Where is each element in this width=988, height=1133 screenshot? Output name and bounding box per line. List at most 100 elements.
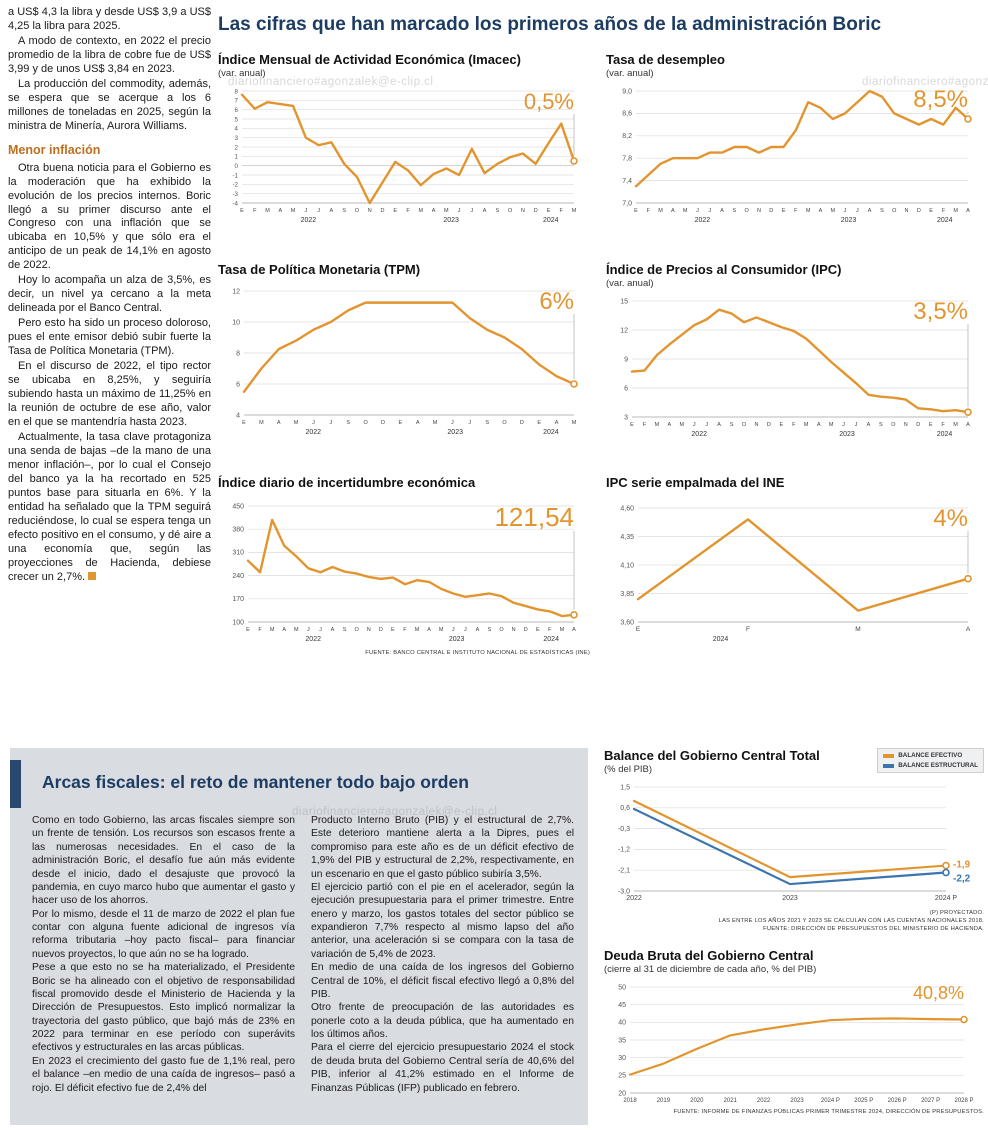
svg-text:A: A bbox=[817, 422, 821, 428]
svg-text:O: O bbox=[363, 420, 368, 426]
chart-subtitle: (var. anual) bbox=[218, 68, 266, 79]
svg-text:9,0: 9,0 bbox=[622, 88, 632, 95]
svg-text:20: 20 bbox=[618, 1090, 626, 1097]
svg-text:S: S bbox=[485, 420, 489, 426]
chart-tpm: Tasa de Política Monetaria (TPM) 12 10 8 6 4… bbox=[218, 262, 590, 441]
svg-text:E: E bbox=[246, 627, 250, 633]
chart-subtitle: (var. anual) bbox=[606, 68, 654, 79]
svg-text:M: M bbox=[560, 627, 565, 633]
svg-text:2021: 2021 bbox=[724, 1098, 738, 1104]
svg-text:D: D bbox=[916, 422, 920, 428]
svg-text:2020: 2020 bbox=[690, 1098, 704, 1104]
svg-text:1,5: 1,5 bbox=[620, 784, 630, 791]
svg-text:S: S bbox=[343, 627, 347, 633]
article-paragraph: Actualmente, la tasa clave protagoniza u… bbox=[8, 431, 211, 585]
chart-title: Índice Mensual de Actividad Económica (I… bbox=[218, 52, 521, 67]
svg-text:F: F bbox=[258, 627, 262, 633]
svg-text:F: F bbox=[746, 626, 750, 633]
chart-title: Tasa de desempleo bbox=[606, 52, 725, 67]
svg-text:2022: 2022 bbox=[695, 217, 711, 224]
svg-text:35: 35 bbox=[618, 1037, 626, 1044]
svg-text:A: A bbox=[667, 422, 671, 428]
svg-text:N: N bbox=[905, 208, 909, 214]
svg-text:2028 P: 2028 P bbox=[954, 1098, 973, 1104]
svg-text:D: D bbox=[769, 208, 773, 214]
svg-text:M: M bbox=[806, 208, 811, 214]
svg-text:2024: 2024 bbox=[543, 636, 559, 643]
svg-text:E: E bbox=[537, 420, 541, 426]
svg-text:M: M bbox=[418, 208, 423, 214]
svg-text:O: O bbox=[892, 208, 897, 214]
svg-text:2026 P: 2026 P bbox=[888, 1098, 907, 1104]
svg-text:4,10: 4,10 bbox=[620, 562, 634, 569]
svg-text:O: O bbox=[499, 627, 504, 633]
svg-text:A: A bbox=[476, 627, 480, 633]
svg-text:D: D bbox=[379, 627, 383, 633]
chart-title: IPC serie empalmada del INE bbox=[606, 475, 785, 490]
article-end-mark bbox=[88, 571, 97, 580]
svg-text:3,85: 3,85 bbox=[620, 591, 634, 598]
svg-text:J: J bbox=[304, 208, 307, 214]
svg-text:A: A bbox=[432, 208, 436, 214]
svg-text:7,0: 7,0 bbox=[622, 200, 632, 207]
chart-incertidumbre: Índice diario de incertidumbre económica… bbox=[218, 475, 590, 656]
svg-text:M: M bbox=[259, 420, 264, 426]
source-note: FUENTE: BANCO CENTRAL E INSTITUTO NACION… bbox=[365, 650, 590, 656]
svg-text:-1,9: -1,9 bbox=[953, 860, 971, 871]
chart-subtitle: (var. anual) bbox=[606, 278, 654, 289]
svg-text:A: A bbox=[720, 208, 724, 214]
svg-text:M: M bbox=[572, 208, 577, 214]
fiscal-paragraph: Producto Interno Bruto (PIB) y el estruc… bbox=[311, 815, 574, 880]
svg-text:2024: 2024 bbox=[713, 636, 729, 643]
fiscal-paragraph: Pese a que esto no se ha materializado, … bbox=[32, 962, 295, 1054]
svg-text:A: A bbox=[278, 208, 282, 214]
article-paragraph: Hoy lo acompaña un alza de 3,5%, es deci… bbox=[8, 274, 211, 315]
svg-text:N: N bbox=[754, 422, 758, 428]
article-paragraph: Otra buena noticia para el Gobierno es l… bbox=[8, 161, 211, 272]
svg-text:A: A bbox=[483, 208, 487, 214]
svg-text:O: O bbox=[742, 422, 747, 428]
section-heading-inflacion: Menor inflación bbox=[8, 142, 101, 157]
svg-text:3: 3 bbox=[235, 135, 239, 142]
svg-text:S: S bbox=[733, 208, 737, 214]
svg-text:M: M bbox=[830, 208, 835, 214]
desempleo-line-chart: 9,0 8,6 8,2 7,8 7,4 7,0 E F M A M J J A S O N D E F M A M J J A S O… bbox=[606, 81, 984, 229]
article-paragraph-text: Actualmente, la tasa clave protagoniza u… bbox=[8, 431, 211, 583]
svg-text:J: J bbox=[844, 208, 847, 214]
balance-line-chart: 1,5 0,6 -0,3 -1,2 -2,1 -3,0 2022 2023 2024 P -1,9… bbox=[604, 777, 984, 907]
svg-text:O: O bbox=[355, 627, 360, 633]
svg-text:2023: 2023 bbox=[841, 217, 857, 224]
svg-text:4: 4 bbox=[235, 126, 239, 133]
svg-text:240: 240 bbox=[232, 573, 244, 580]
ipc-empalmada-line-chart: 4,60 4,35 4,10 3,85 3,60 E F M A 2024 4% bbox=[606, 498, 984, 648]
svg-text:A: A bbox=[966, 626, 971, 633]
chart-ipc-empalmada: IPC serie empalmada del INE 4,60 4,35 4,10… bbox=[606, 475, 984, 648]
svg-text:F: F bbox=[560, 208, 564, 214]
svg-text:F: F bbox=[643, 422, 647, 428]
fiscal-paragraph: Otro frente de preocupación de las autor… bbox=[311, 1002, 574, 1040]
svg-text:2024: 2024 bbox=[543, 217, 559, 224]
svg-text:S: S bbox=[346, 420, 350, 426]
svg-text:2019: 2019 bbox=[657, 1098, 671, 1104]
svg-text:A: A bbox=[671, 208, 675, 214]
fiscal-column-2: Producto Interno Bruto (PIB) y el estruc… bbox=[311, 814, 574, 1095]
svg-text:J: J bbox=[452, 627, 455, 633]
svg-text:2022: 2022 bbox=[626, 895, 642, 902]
svg-text:2023: 2023 bbox=[443, 217, 459, 224]
svg-text:J: J bbox=[705, 422, 708, 428]
svg-text:F: F bbox=[403, 627, 407, 633]
svg-text:4,35: 4,35 bbox=[620, 534, 634, 541]
svg-text:D: D bbox=[534, 208, 538, 214]
fiscal-text-columns: Como en todo Gobierno, las arcas fiscale… bbox=[32, 814, 574, 1095]
svg-text:F: F bbox=[406, 208, 410, 214]
svg-text:M: M bbox=[829, 422, 834, 428]
svg-text:S: S bbox=[488, 627, 492, 633]
fiscal-box: Arcas fiscales: el reto de mantener todo… bbox=[10, 748, 588, 1125]
svg-text:45: 45 bbox=[618, 1002, 626, 1009]
svg-text:J: J bbox=[329, 420, 332, 426]
note-line: LAS ENTRE LOS AÑOS 2021 Y 2023 SE CALCUL… bbox=[718, 918, 984, 925]
svg-text:A: A bbox=[331, 627, 335, 633]
svg-text:2: 2 bbox=[235, 144, 239, 151]
svg-text:E: E bbox=[391, 627, 395, 633]
chart-subtitle: (cierre al 31 de diciembre de cada año, … bbox=[604, 964, 817, 975]
